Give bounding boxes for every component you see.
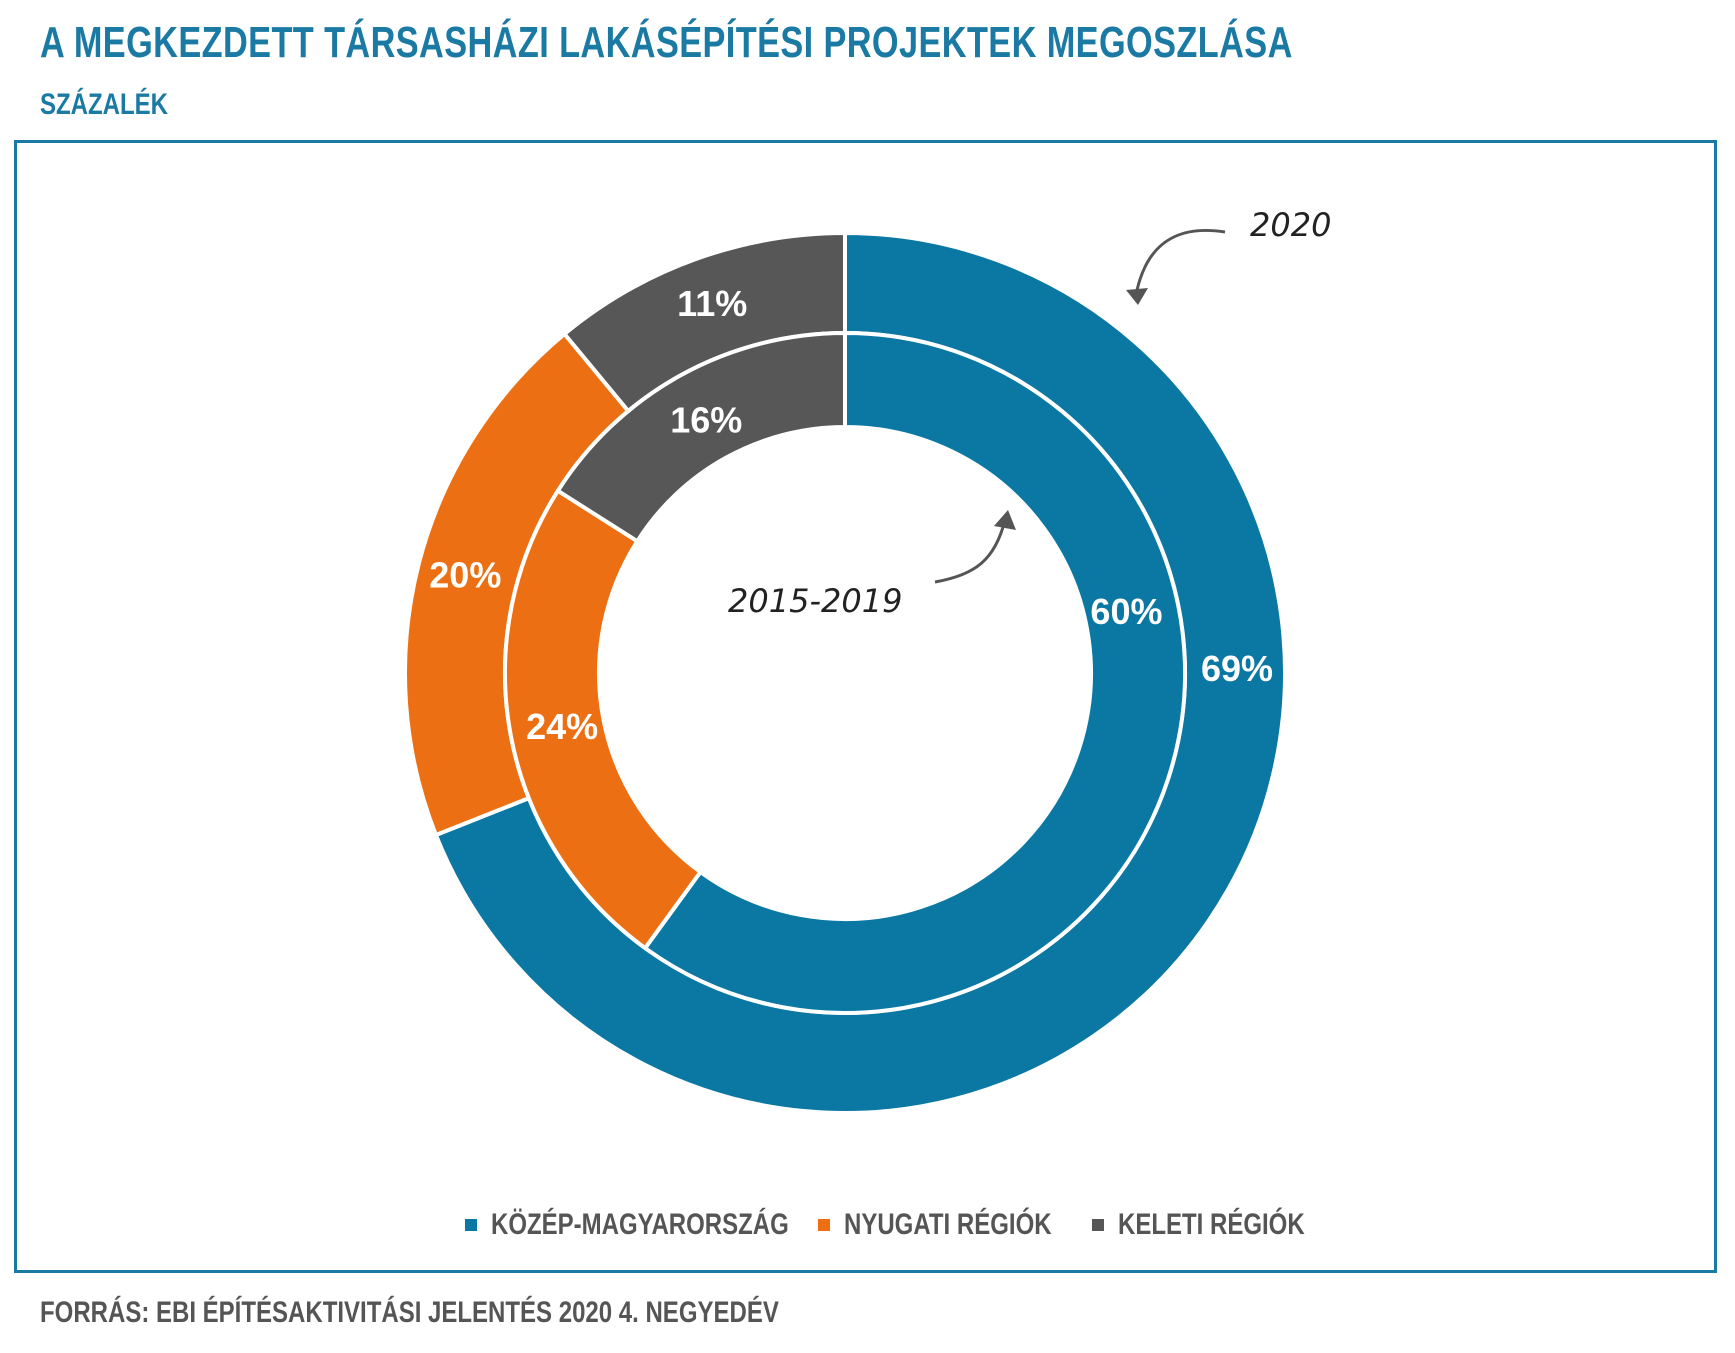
annotation-inner-arrowhead	[994, 510, 1016, 530]
inner-label-kozep: 60%	[1090, 591, 1162, 632]
chart-legend: KÖZÉP-MAGYARORSZÁG NYUGATI RÉGIÓK KELETI…	[0, 1208, 1735, 1248]
legend-swatch-keleti	[1092, 1219, 1104, 1231]
legend-item-nyugati: NYUGATI RÉGIÓK	[818, 1208, 1103, 1242]
chart-title: A MEGKEZDETT TÁRSASHÁZI LAKÁSÉPÍTÉSI PRO…	[40, 18, 1293, 67]
outer-label-nyugati: 20%	[429, 555, 501, 596]
inner-label-keleti: 16%	[670, 400, 742, 441]
legend-label-keleti: KELETI RÉGIÓK	[1118, 1208, 1305, 1241]
legend-item-kozep: KÖZÉP-MAGYARORSZÁG	[465, 1208, 863, 1242]
legend-label-kozep: KÖZÉP-MAGYARORSZÁG	[491, 1208, 789, 1241]
source-note: FORRÁS: EBI ÉPÍTÉSAKTIVITÁSI JELENTÉS 20…	[40, 1296, 779, 1329]
legend-swatch-kozep	[465, 1219, 477, 1231]
annotation-inner-years: 2015-2019	[728, 582, 902, 620]
chart-subtitle: SZÁZALÉK	[40, 88, 168, 121]
outer-label-kozep: 69%	[1201, 648, 1273, 689]
ring-labels: 69% 20% 11% 60% 24% 16%	[429, 283, 1273, 747]
inner-ring	[503, 330, 1187, 1015]
inner-slice-keleti	[555, 330, 847, 544]
inner-slice-kozep	[642, 330, 1187, 1015]
inner-slice-nyugati	[503, 488, 704, 951]
inner-label-nyugati: 24%	[526, 706, 598, 747]
outer-label-keleti: 11%	[677, 283, 747, 324]
annotation-outer-year: 2020	[1250, 206, 1331, 244]
chart-frame	[14, 140, 1717, 1273]
annotation-outer-arrowhead	[1126, 288, 1148, 305]
annotation-inner-arrow	[934, 519, 1007, 584]
legend-label-nyugati: NYUGATI RÉGIÓK	[844, 1208, 1052, 1241]
annotations: 2020 2015-2019	[728, 206, 1331, 620]
legend-swatch-nyugati	[818, 1219, 830, 1231]
annotation-outer-arrow	[1133, 228, 1226, 301]
legend-item-keleti: KELETI RÉGIÓK	[1092, 1208, 1351, 1242]
